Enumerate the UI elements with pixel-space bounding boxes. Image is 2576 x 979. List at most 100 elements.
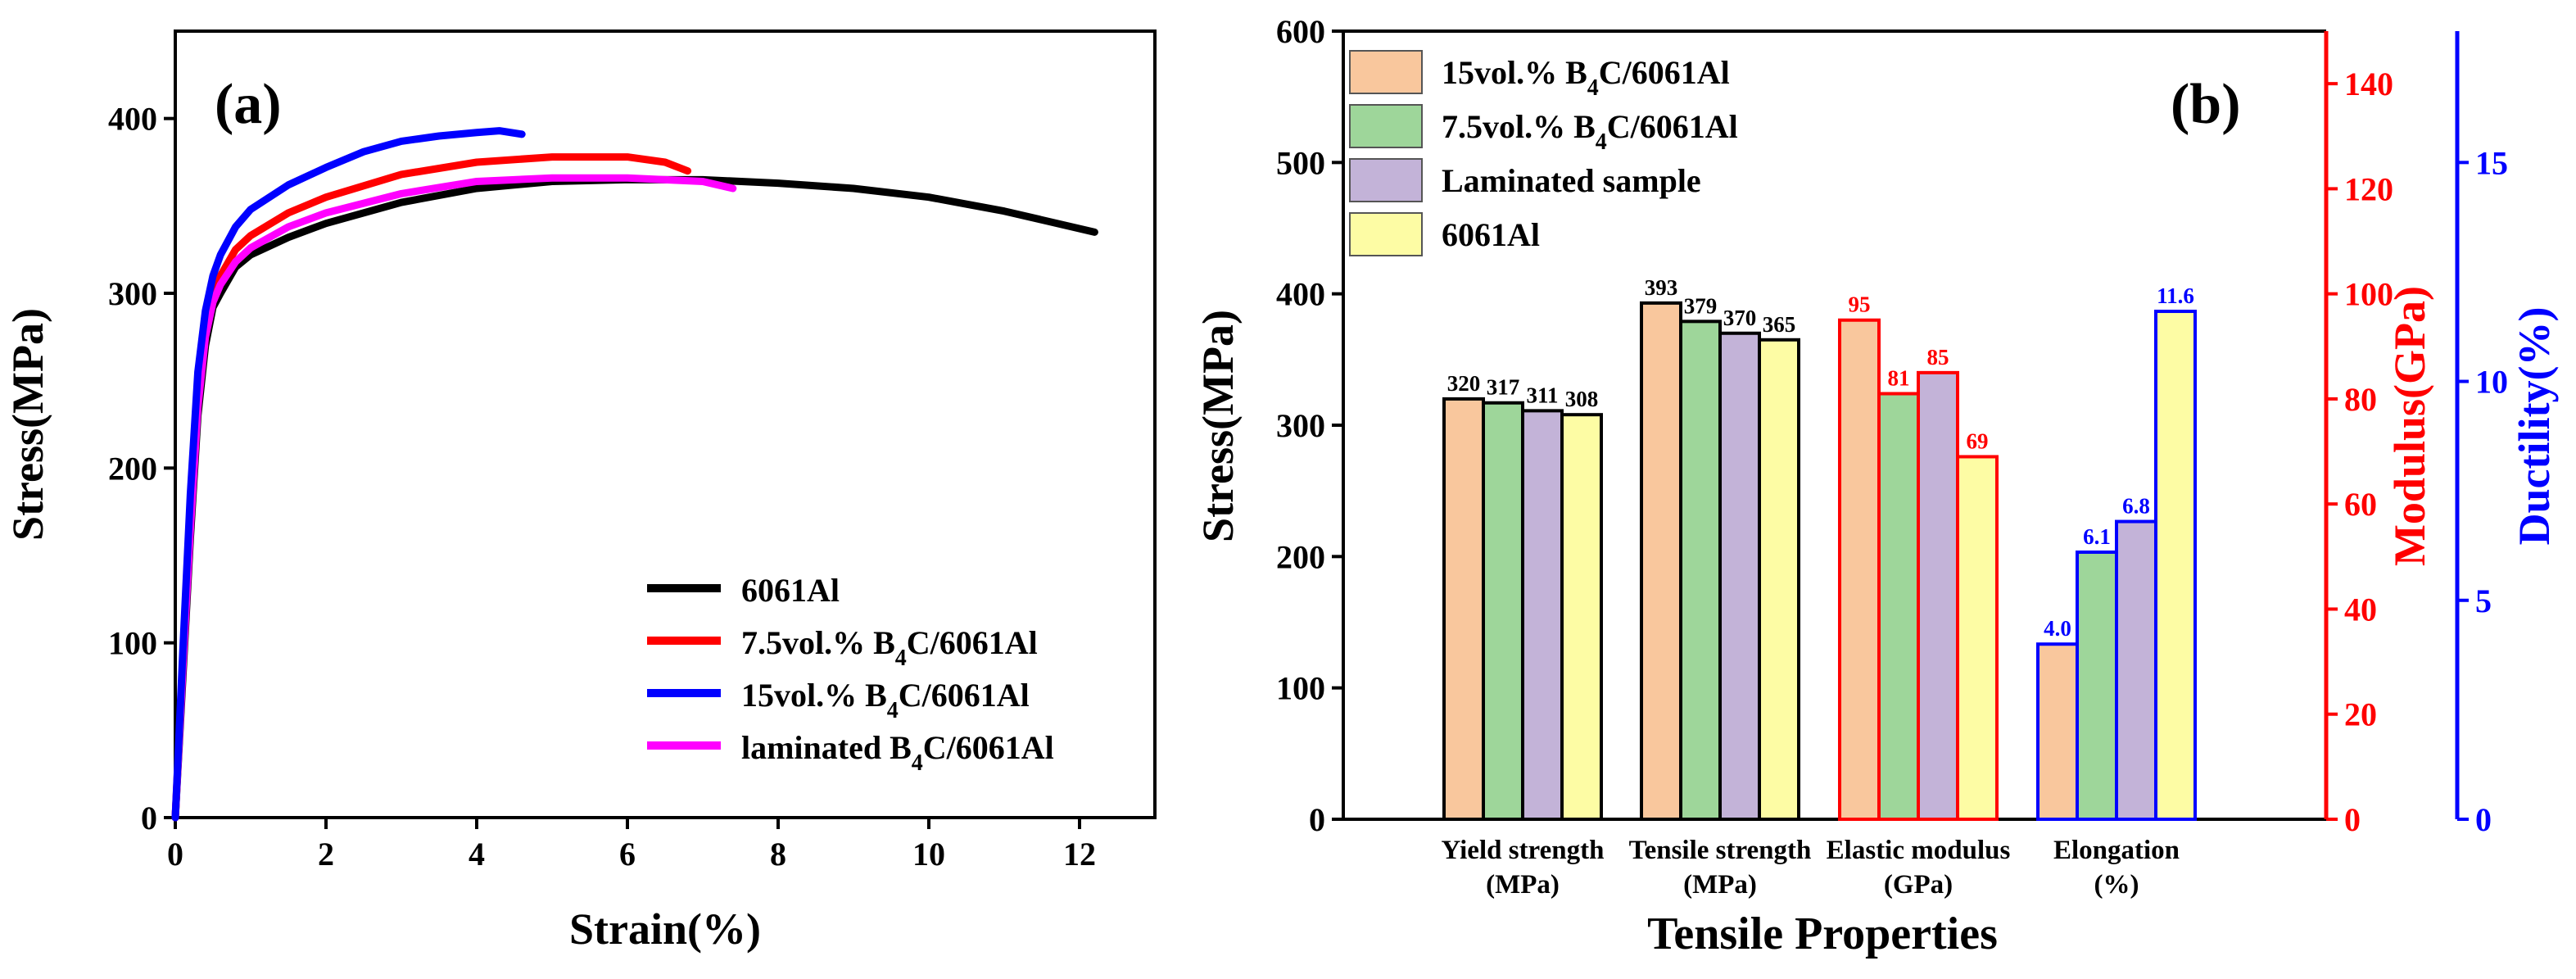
x-tick-label-a: 2 — [318, 836, 334, 872]
axis-ticks-b: 0 100 200 300 400 500 600 0 20 40 60 80 100 120 140 0 5 1… — [1276, 13, 2508, 838]
stress-strain-chart: (a) 0 2 4 6 8 10 12 0 100 200 300 400 Strain(%) Str… — [3, 29, 1157, 954]
y-tick-label-b: 400 — [1276, 276, 1325, 313]
bar — [1442, 397, 1485, 821]
bar-value-label: 365 — [1763, 312, 1796, 337]
legend-swatch-b — [1349, 50, 1423, 94]
bar-value-label: 95 — [1849, 292, 1871, 317]
x-tick-label-a: 10 — [912, 836, 945, 872]
bar-value-label: 6.1 — [2083, 524, 2111, 549]
y-axis-label-ductility: Ductility(%) — [2510, 307, 2559, 546]
bar — [2115, 519, 2157, 821]
series-line-2 — [171, 127, 526, 822]
category-label: Elastic modulus — [1827, 836, 2011, 865]
category-unit: (MPa) — [1486, 870, 1560, 900]
legend-label-a: 6061Al — [741, 572, 840, 609]
y-tick-label-a: 100 — [108, 625, 157, 662]
y-tick-label-ductility: 5 — [2475, 582, 2492, 619]
bar-value-label: 69 — [1967, 428, 1989, 453]
x-axis-label-a: Strain(%) — [569, 904, 761, 954]
y-tick-label-modulus: 60 — [2344, 486, 2377, 523]
bar — [1877, 392, 1920, 821]
legend-label-a: 15vol.% B4C/6061Al — [741, 677, 1030, 723]
bar — [1718, 331, 1761, 821]
y-tick-label-b: 500 — [1276, 144, 1325, 181]
y-tick-label-a: 300 — [108, 275, 157, 312]
category-unit: (MPa) — [1683, 870, 1757, 900]
tensile-properties-bar-chart: (b) 010020030040050060002040608010012014… — [1193, 13, 2559, 959]
y-tick-label-a: 400 — [108, 101, 157, 138]
x-tick-label-a: 4 — [469, 836, 485, 872]
y-tick-label-ductility: 0 — [2475, 801, 2492, 838]
y-tick-label-a: 0 — [141, 800, 157, 836]
y-tick-label-b: 0 — [1309, 801, 1325, 838]
bar — [1521, 409, 1564, 821]
bar — [2036, 642, 2079, 821]
legend-swatch-b — [1349, 158, 1423, 202]
y-tick-label-modulus: 20 — [2344, 696, 2377, 733]
bar — [2076, 550, 2118, 821]
bar-value-label: 6.8 — [2122, 494, 2150, 519]
bar — [1758, 338, 1800, 821]
bar-value-label: 379 — [1684, 293, 1718, 318]
x-tick-label-a: 12 — [1063, 836, 1096, 872]
plot-frame-a — [174, 29, 1157, 819]
bar — [1917, 370, 1959, 822]
y-axis-label-a: Stress(MPa) — [3, 308, 52, 541]
bar-value-label: 393 — [1645, 275, 1678, 300]
bar — [1956, 455, 1999, 821]
legend-label-b: Laminated sample — [1442, 162, 1701, 199]
x-tick-label-a: 8 — [770, 836, 786, 872]
bar — [1482, 401, 1524, 821]
y-tick-label-ductility: 10 — [2475, 364, 2508, 401]
bar — [1679, 320, 1722, 821]
bar-value-label: 4.0 — [2044, 616, 2071, 641]
legend-label-b: 6061Al — [1442, 216, 1540, 253]
legend-b: 15vol.% B4C/6061Al 7.5vol.% B4C/6061Al Lam… — [1349, 50, 1738, 256]
x-tick-label-a: 0 — [167, 836, 183, 872]
y-tick-label-a: 200 — [108, 450, 157, 487]
category-labels-b: Yield strength (MPa) Tensile strength (MPa)… — [1442, 836, 2180, 900]
y-tick-label-b: 100 — [1276, 670, 1325, 707]
category-unit: (GPa) — [1884, 870, 1953, 900]
bar-value-label: 317 — [1487, 375, 1520, 400]
legend-swatch-b — [1349, 212, 1423, 256]
category-label: Yield strength — [1442, 836, 1605, 865]
bar — [1560, 413, 1603, 821]
y-tick-label-modulus: 100 — [2344, 276, 2393, 313]
series-line-3 — [171, 174, 737, 822]
bar — [2154, 310, 2197, 821]
y-tick-label-ductility: 15 — [2475, 144, 2508, 181]
category-label: Tensile strength — [1629, 836, 1812, 865]
bar-value-label: 311 — [1526, 383, 1558, 407]
legend-label-b: 15vol.% B4C/6061Al — [1442, 54, 1730, 101]
bar-value-label: 85 — [1927, 345, 1949, 369]
category-label: Elongation — [2053, 836, 2180, 865]
bar — [1640, 301, 1682, 821]
y-axis-label-b: Stress(MPa) — [1193, 310, 1243, 542]
y-tick-label-modulus: 0 — [2344, 801, 2361, 838]
y-tick-label-modulus: 80 — [2344, 381, 2377, 418]
bar-value-label: 370 — [1723, 306, 1757, 330]
bar-value-label: 81 — [1888, 366, 1910, 391]
bar-value-label: 11.6 — [2157, 283, 2194, 308]
legend-label-b: 7.5vol.% B4C/6061Al — [1442, 108, 1738, 155]
axis-ticks-a: 0 2 4 6 8 10 12 0 100 200 300 400 — [108, 101, 1096, 872]
y-tick-label-b: 300 — [1276, 407, 1325, 444]
legend-swatch-b — [1349, 104, 1423, 148]
bar-value-label: 320 — [1447, 371, 1481, 396]
curves-a — [171, 127, 1098, 822]
y-tick-label-b: 200 — [1276, 538, 1325, 575]
bar — [1838, 318, 1881, 821]
y-tick-label-modulus: 40 — [2344, 591, 2377, 628]
panel-label-b: (b) — [2171, 73, 2241, 136]
y-tick-label-modulus: 140 — [2344, 66, 2393, 102]
panel-label-a: (a) — [215, 73, 282, 136]
y-tick-label-b: 600 — [1276, 13, 1325, 50]
y-axis-label-modulus: Modulus(GPa) — [2385, 286, 2434, 566]
category-unit: (%) — [2094, 870, 2139, 900]
legend-a: 6061Al 7.5vol.% B4C/6061Al 15vol.% B4C/606… — [647, 572, 1054, 776]
series-line-0 — [171, 175, 1098, 822]
x-tick-label-a: 6 — [619, 836, 636, 872]
x-axis-label-b: Tensile Properties — [1647, 909, 1998, 959]
